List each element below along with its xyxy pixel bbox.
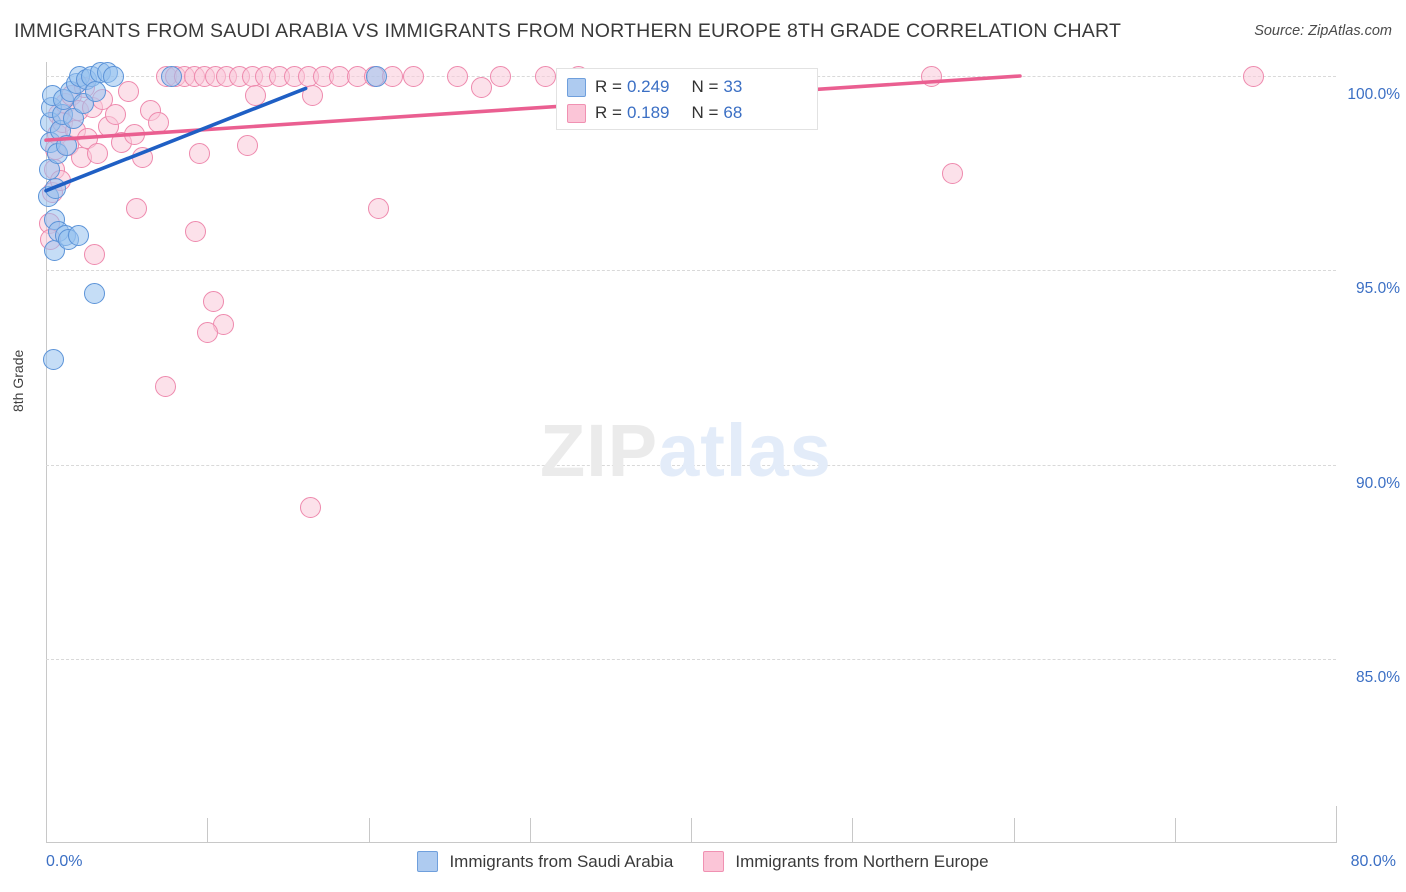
scatter-point bbox=[470, 77, 492, 99]
scatter-point bbox=[42, 349, 64, 371]
x-axis-tick bbox=[207, 818, 209, 842]
scatter-point bbox=[535, 65, 557, 87]
y-tick-label-100.0: 100.0% bbox=[1347, 86, 1400, 103]
y-axis-line bbox=[46, 62, 47, 843]
correlation-stats-box: R = 0.249 N = 33 R = 0.189 N = 68 bbox=[556, 68, 818, 130]
source-attribution: Source: ZipAtlas.com bbox=[1254, 23, 1392, 39]
scatter-point bbox=[367, 197, 389, 219]
scatter-point bbox=[67, 224, 89, 246]
scatter-point bbox=[237, 135, 259, 157]
stats-r-value-blue: 0.249 bbox=[626, 77, 670, 96]
stats-r-label-blue: R = bbox=[595, 77, 622, 96]
scatter-point bbox=[299, 496, 321, 518]
stats-r-value-pink: 0.189 bbox=[626, 103, 670, 122]
scatter-point bbox=[403, 65, 425, 87]
scatter-point bbox=[185, 220, 207, 242]
stats-n-value-blue: 33 bbox=[723, 77, 743, 96]
scatter-point bbox=[446, 65, 468, 87]
stats-r-label-pink: R = bbox=[595, 103, 622, 122]
stats-n-label-blue: N = bbox=[691, 77, 719, 96]
scatter-point bbox=[87, 143, 109, 165]
y-tick-label-85.0: 85.0% bbox=[1356, 669, 1400, 686]
scatter-point bbox=[124, 123, 146, 145]
scatter-point bbox=[103, 65, 125, 87]
x-axis-tick bbox=[1013, 818, 1015, 842]
series-legend: Immigrants from Saudi Arabia Immigrants … bbox=[0, 851, 1406, 872]
scatter-point bbox=[154, 376, 176, 398]
scatter-point bbox=[83, 244, 105, 266]
y-tick-label-95.0: 95.0% bbox=[1356, 280, 1400, 298]
scatter-point bbox=[148, 112, 170, 134]
gridline-85.0 bbox=[46, 659, 1336, 660]
x-axis-max-label: 80.0% bbox=[1350, 853, 1396, 870]
legend-swatch-blue-icon bbox=[417, 851, 439, 872]
scatter-point bbox=[132, 147, 154, 169]
legend-label-saudi-arabia: Immigrants from Saudi Arabia bbox=[449, 851, 674, 871]
scatter-point bbox=[366, 65, 388, 87]
x-axis-tick bbox=[529, 818, 531, 842]
scatter-point bbox=[245, 84, 267, 106]
scatter-point bbox=[941, 162, 963, 184]
page-title: IMMIGRANTS FROM SAUDI ARABIA VS IMMIGRAN… bbox=[14, 20, 1122, 42]
scatter-point bbox=[301, 84, 323, 106]
legend-item-saudi-arabia[interactable]: Immigrants from Saudi Arabia bbox=[417, 851, 673, 872]
scatter-point bbox=[161, 65, 183, 87]
scatter-point bbox=[83, 283, 105, 305]
x-axis-tick bbox=[691, 818, 692, 842]
legend-label-northern-europe: Immigrants from Northern Europe bbox=[735, 851, 989, 871]
gridline-95.0 bbox=[46, 270, 1336, 272]
plot-area bbox=[37, 61, 1336, 842]
stats-n-value-pink: 68 bbox=[723, 103, 743, 122]
scatter-point bbox=[188, 143, 210, 165]
legend-item-northern-europe[interactable]: Immigrants from Northern Europe bbox=[703, 851, 989, 872]
x-axis-line bbox=[46, 842, 1337, 843]
scatter-point bbox=[104, 104, 126, 126]
stats-n-label-pink: N = bbox=[691, 103, 719, 122]
x-axis-tick bbox=[852, 818, 854, 842]
x-axis-tick bbox=[1336, 806, 1337, 842]
y-tick-label-90.0: 90.0% bbox=[1356, 474, 1400, 492]
scatter-point bbox=[45, 178, 67, 200]
x-axis-tick bbox=[1174, 818, 1176, 842]
scatter-point bbox=[1243, 65, 1265, 87]
x-axis-tick bbox=[368, 818, 370, 842]
stats-row-saudi-arabia: R = 0.249 N = 33 bbox=[567, 74, 807, 100]
legend-swatch-pink-icon bbox=[703, 851, 725, 872]
stats-row-northern-europe: R = 0.189 N = 68 bbox=[567, 100, 807, 126]
gridline-90.0 bbox=[46, 464, 1336, 466]
scatter-point bbox=[117, 81, 139, 103]
scatter-point bbox=[125, 197, 147, 219]
scatter-point bbox=[920, 65, 942, 87]
scatter-point bbox=[203, 290, 225, 312]
stats-swatch-blue bbox=[567, 77, 586, 97]
y-axis-title: 8th Grade bbox=[10, 349, 26, 412]
x-axis-min-label: 0.0% bbox=[46, 853, 83, 870]
stats-swatch-pink bbox=[567, 103, 586, 123]
scatter-point bbox=[490, 65, 512, 87]
scatter-point bbox=[196, 322, 218, 344]
